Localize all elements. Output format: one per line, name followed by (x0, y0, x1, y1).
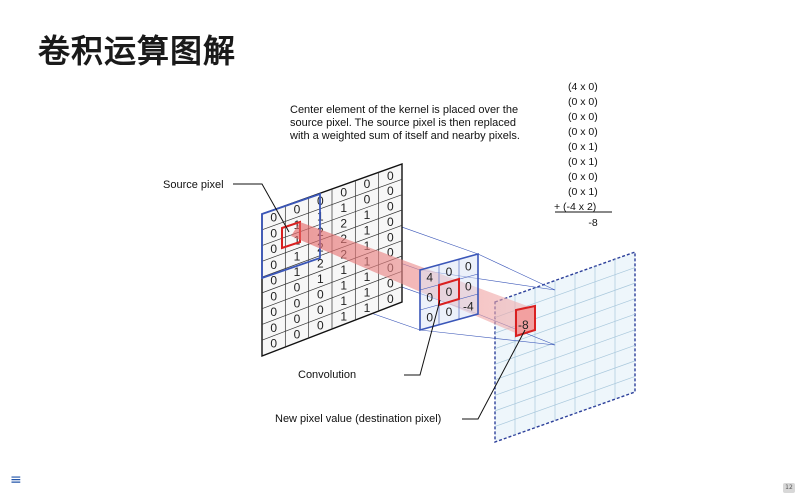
source-cell: 0 (270, 274, 277, 288)
kernel-cell: 0 (465, 280, 472, 294)
destination-grid (494, 251, 636, 443)
equation-term: (0 x 0) (568, 126, 598, 138)
source-cell: 1 (340, 279, 347, 293)
slide-title: 卷积运算图解 (38, 32, 237, 70)
source-cell: 0 (294, 312, 301, 326)
source-cell: 0 (387, 276, 394, 290)
source-cell: 0 (270, 289, 277, 303)
source-cell: 1 (340, 263, 347, 277)
source-cell: 0 (270, 337, 277, 351)
equation-term: (0 x 1) (568, 156, 598, 168)
source-cell: 1 (294, 265, 301, 279)
equation-term: (0 x 0) (568, 171, 598, 183)
source-cell: 0 (387, 230, 394, 244)
source-cell: 0 (317, 319, 324, 333)
equation-term: + (-4 x 2) (554, 201, 596, 213)
kernel-cell: -4 (463, 300, 474, 314)
kernel-cell: 0 (446, 265, 453, 279)
equation-term: (0 x 1) (568, 141, 598, 153)
kernel-cell: 0 (426, 290, 433, 304)
page-number: 12 (783, 483, 795, 493)
label-source-pixel: Source pixel (163, 179, 224, 191)
source-window (261, 192, 321, 280)
source-cell: 0 (294, 281, 301, 295)
source-cell: 1 (294, 249, 301, 263)
source-cell: 0 (270, 321, 277, 335)
convolution-callout: Convolution (298, 299, 441, 381)
kernel-cell: 0 (465, 260, 472, 274)
source-cell: 1 (364, 270, 371, 284)
source-cell: 0 (294, 202, 301, 216)
source-cell: 0 (317, 303, 324, 317)
source-cell: 1 (364, 285, 371, 299)
source-cell: 0 (270, 305, 277, 319)
source-cell: 0 (364, 193, 371, 207)
source-cell: 1 (294, 234, 301, 248)
equation: -8 (4 x 0) (0 x 0) (0 x 0) (0 x 0) (0 x 1) (0… (554, 81, 612, 229)
source-cell: 0 (387, 246, 394, 260)
kernel-cell: 4 (426, 270, 433, 284)
source-cell: 1 (364, 208, 371, 222)
source-cell: 0 (387, 169, 394, 183)
equation-result: -8 (588, 217, 597, 229)
source-cell: 1 (364, 301, 371, 315)
source-cell: 2 (340, 217, 347, 231)
source-cell: 0 (317, 288, 324, 302)
source-cell: 0 (387, 200, 394, 214)
source-cell: 1 (364, 224, 371, 238)
source-cell: 0 (270, 226, 277, 240)
source-cell: 1 (364, 239, 371, 253)
source-cell: 1 (340, 310, 347, 324)
source-cell: 1 (317, 272, 324, 286)
kernel-grid: 4 0 00 0 00 0 -4 (419, 252, 479, 332)
source-cell: 1 (340, 201, 347, 215)
equation-term: (4 x 0) (568, 81, 598, 93)
source-pixel-highlight (281, 220, 301, 250)
source-cell: 1 (294, 218, 301, 232)
kernel-cell: 0 (446, 305, 453, 319)
source-cell: 2 (317, 256, 324, 270)
label-new-pixel: New pixel value (destination pixel) (275, 413, 441, 425)
equation-term: (0 x 0) (568, 111, 598, 123)
description-line-1: Center element of the kernel is placed o… (290, 104, 518, 116)
destination-pixel: -8 (515, 304, 536, 338)
source-cell: 0 (340, 186, 347, 200)
description-line-3: with a weighted sum of itself and nearby… (289, 130, 520, 142)
source-cell: 0 (294, 328, 301, 342)
kernel-cell: 0 (426, 310, 433, 324)
kernel-center-highlight (438, 277, 460, 307)
source-cell: 0 (387, 184, 394, 198)
destination-value: -8 (518, 318, 529, 332)
source-cell: 0 (387, 215, 394, 229)
source-cell: 0 (270, 242, 277, 256)
description-line-2: source pixel. The source pixel is then r… (290, 117, 516, 129)
source-cell: 0 (364, 177, 371, 191)
label-convolution: Convolution (298, 369, 356, 381)
source-cell: 0 (294, 296, 301, 310)
description-text: Center element of the kernel is placed o… (289, 104, 520, 142)
menu-icon[interactable]: ≡ (10, 472, 22, 488)
new-pixel-callout: New pixel value (destination pixel) (275, 329, 526, 425)
equation-term: (0 x 0) (568, 96, 598, 108)
equation-term: (0 x 1) (568, 186, 598, 198)
source-cell: 0 (387, 292, 394, 306)
source-cell: 0 (270, 211, 277, 225)
source-cell: 1 (340, 294, 347, 308)
source-cell: 0 (270, 258, 277, 272)
source-pixel-callout: Source pixel (163, 179, 290, 233)
kernel-cell: 0 (446, 285, 453, 299)
